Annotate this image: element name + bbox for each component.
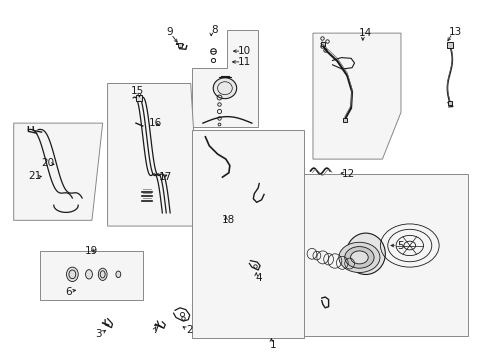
Text: 15: 15 (131, 86, 144, 96)
Text: 14: 14 (358, 28, 372, 38)
Text: 10: 10 (238, 46, 250, 56)
Polygon shape (191, 30, 258, 127)
Text: 7: 7 (152, 325, 159, 336)
Text: 6: 6 (65, 287, 72, 297)
Text: 17: 17 (158, 172, 172, 182)
Ellipse shape (85, 270, 92, 279)
Ellipse shape (66, 267, 78, 282)
Text: 4: 4 (255, 273, 262, 283)
Ellipse shape (69, 270, 76, 279)
Text: 2: 2 (186, 325, 193, 336)
Text: 8: 8 (210, 24, 217, 35)
Polygon shape (229, 174, 468, 336)
Text: 13: 13 (448, 27, 462, 37)
Polygon shape (40, 251, 142, 300)
Text: 16: 16 (148, 118, 162, 128)
Text: 12: 12 (341, 168, 354, 179)
Circle shape (350, 251, 367, 264)
Text: 20: 20 (41, 158, 54, 168)
Ellipse shape (213, 78, 236, 99)
Polygon shape (191, 130, 304, 338)
Polygon shape (312, 33, 400, 159)
Text: 21: 21 (28, 171, 42, 181)
Ellipse shape (116, 271, 121, 278)
Polygon shape (107, 84, 199, 226)
Polygon shape (14, 123, 102, 220)
Text: 5: 5 (396, 240, 403, 251)
Text: 9: 9 (166, 27, 173, 37)
Circle shape (344, 247, 373, 268)
Ellipse shape (98, 268, 107, 280)
Ellipse shape (100, 271, 105, 278)
Text: 19: 19 (85, 246, 99, 256)
Text: 1: 1 (269, 340, 276, 350)
Text: 18: 18 (222, 215, 235, 225)
Text: 11: 11 (237, 57, 251, 67)
Ellipse shape (346, 233, 385, 275)
Circle shape (338, 242, 379, 273)
Text: 3: 3 (95, 329, 102, 339)
